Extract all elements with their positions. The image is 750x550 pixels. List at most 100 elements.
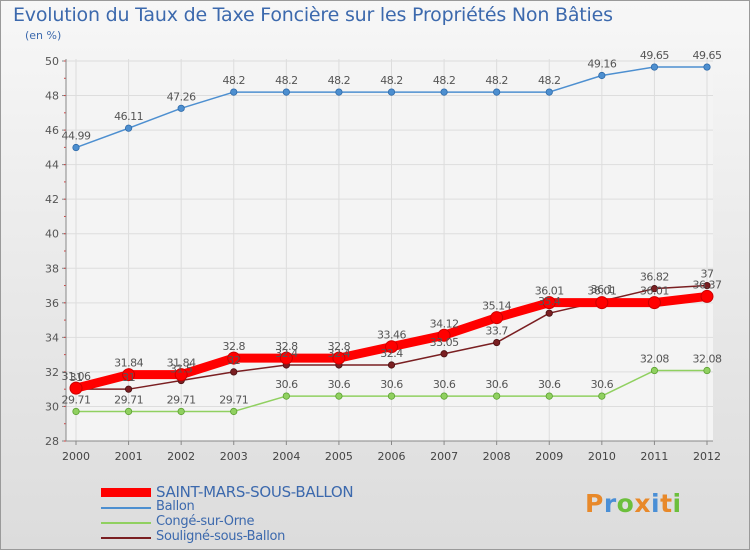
data-point (595, 296, 609, 310)
data-point (703, 63, 711, 71)
data-label: 37 (701, 268, 714, 281)
x-tick-label: 2003 (220, 450, 248, 463)
legend-swatch-souligne (101, 537, 151, 539)
data-point (440, 88, 448, 96)
data-label: 32.8 (328, 340, 351, 353)
data-label: 33.46 (377, 329, 406, 342)
data-point (493, 338, 501, 347)
data-label: 36.01 (587, 285, 616, 298)
y-tick-label: 48 (45, 90, 59, 103)
data-label: 33.7 (485, 325, 508, 338)
data-point (72, 143, 80, 152)
y-tick-label: 36 (45, 297, 59, 310)
data-label: 29.71 (219, 393, 248, 406)
data-point (385, 340, 398, 354)
data-point (387, 88, 396, 96)
data-point (493, 88, 501, 96)
x-tick-label: 2007 (430, 450, 458, 463)
data-label: 48.2 (223, 74, 246, 87)
data-label: 31 (70, 371, 83, 384)
data-label: 47.26 (167, 90, 196, 103)
data-point (335, 392, 343, 400)
x-tick-label: 2002 (167, 450, 195, 463)
data-point (230, 88, 238, 96)
data-label: 30.6 (433, 378, 456, 391)
data-point (282, 88, 290, 96)
data-point (440, 392, 448, 400)
data-point (490, 311, 504, 325)
brand-letter: o (616, 489, 635, 518)
data-label: 48.2 (538, 74, 561, 87)
data-label: 30.6 (485, 378, 508, 391)
y-tick-label: 34 (45, 331, 59, 344)
data-label: 31.84 (114, 357, 143, 370)
y-tick-label: 38 (45, 262, 59, 275)
data-label: 35.14 (482, 300, 511, 313)
x-tick-label: 2011 (640, 450, 668, 463)
unit-label: (en %) (25, 29, 62, 42)
y-tick-label: 30 (45, 400, 59, 413)
data-label: 29.71 (167, 393, 196, 406)
data-point (650, 63, 659, 71)
y-tick-label: 28 (45, 435, 59, 448)
data-point (279, 351, 293, 365)
x-tick-label: 2010 (588, 450, 616, 463)
data-point (598, 71, 606, 80)
data-label: 30.6 (538, 378, 561, 391)
brand-letter: P (585, 489, 604, 518)
data-label: 30.6 (275, 378, 298, 391)
data-point (230, 407, 238, 416)
series-lines (69, 63, 714, 416)
brand-logo: Proxiti (585, 489, 682, 518)
data-label: 49.65 (693, 49, 722, 62)
legend-label: Congé-sur-Orne (156, 514, 255, 529)
data-point (545, 309, 553, 317)
data-label: 36.82 (640, 271, 669, 284)
data-label: 31 (122, 371, 135, 384)
data-point (282, 392, 290, 400)
y-tick-label: 40 (45, 228, 59, 241)
data-point (542, 296, 556, 310)
legend-swatch-ballon (101, 507, 151, 509)
data-point (335, 88, 343, 96)
data-point (598, 392, 606, 400)
data-label: 32.4 (275, 347, 298, 360)
data-label: 33.05 (430, 336, 459, 349)
data-label: 32.8 (223, 340, 246, 353)
data-point (227, 351, 241, 365)
data-label: 44.99 (62, 130, 91, 143)
data-point (437, 328, 451, 342)
x-tick-label: 2004 (272, 450, 300, 463)
data-point (69, 381, 83, 395)
data-point (650, 366, 659, 375)
data-label: 35.4 (538, 295, 561, 308)
data-point (174, 368, 188, 382)
data-label: 48.2 (380, 74, 403, 87)
brand-letter: t (660, 489, 673, 518)
data-point (700, 289, 714, 303)
data-point (122, 368, 136, 382)
x-tick-label: 2009 (535, 450, 563, 463)
x-tick-label: 2000 (62, 450, 90, 463)
brand-letter: r (603, 489, 617, 518)
data-point (387, 361, 396, 369)
chart-title: Evolution du Taux de Taxe Foncière sur l… (13, 4, 613, 26)
data-point (230, 368, 238, 376)
data-point (650, 285, 659, 293)
data-point (703, 366, 711, 375)
y-tick-label: 44 (45, 159, 59, 172)
data-label: 48.2 (485, 74, 508, 87)
x-tick-label: 2008 (483, 450, 511, 463)
legend-label: Ballon (156, 499, 195, 514)
x-tick-label: 2012 (693, 450, 721, 463)
data-point (647, 296, 661, 310)
data-label: 32.4 (328, 347, 351, 360)
data-point (545, 392, 553, 400)
data-label: 31.5 (170, 363, 193, 376)
data-label: 30.6 (380, 378, 403, 391)
legend-label: SAINT-MARS-SOUS-BALLON (156, 483, 354, 501)
data-point (124, 124, 133, 132)
data-label: 36.01 (535, 285, 564, 298)
data-label: 34.12 (430, 317, 459, 330)
